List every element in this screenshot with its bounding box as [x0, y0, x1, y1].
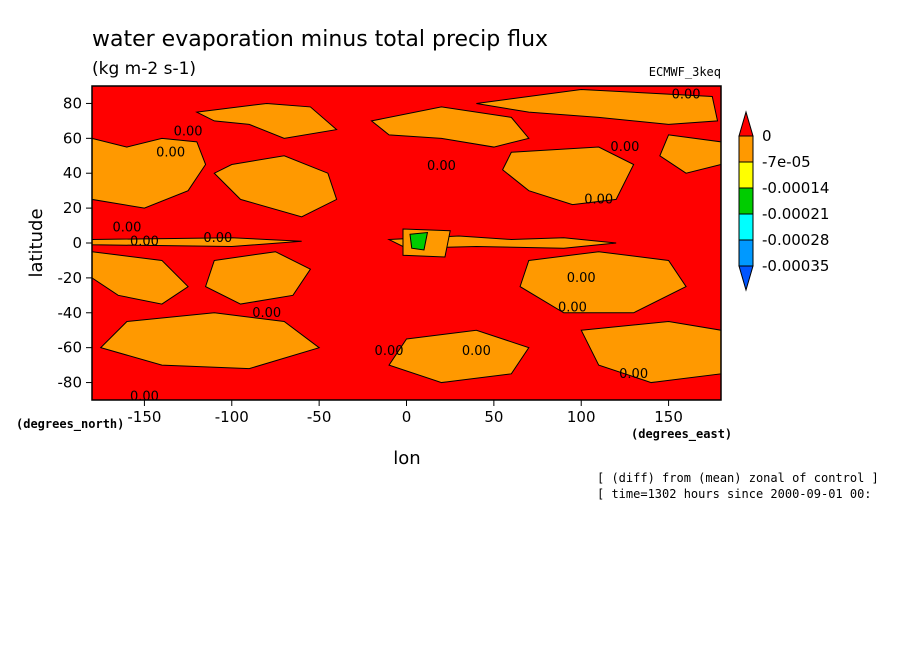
y-tick-label: -40	[58, 304, 83, 322]
contour-region-9	[204, 251, 312, 305]
colorbar-level-label: -0.00014	[762, 179, 829, 197]
contour-label: 0.00	[130, 234, 159, 249]
contour-region-3	[213, 155, 338, 218]
x-tick-label: -50	[307, 408, 332, 426]
contour-label: 0.00	[156, 145, 185, 160]
contour-label: 0.00	[130, 390, 159, 405]
contour-label: 0.00	[567, 271, 596, 286]
colorbar-segment	[738, 213, 754, 241]
chart-title: water evaporation minus total precip flu…	[92, 27, 548, 52]
y-tick-label: 20	[63, 199, 82, 217]
y-tick-label: 60	[63, 129, 82, 147]
colorbar-top-arrow	[738, 110, 754, 137]
chart-subtitle: (kg m-2 s-1)	[92, 59, 196, 79]
y-tick-label: -60	[58, 339, 83, 357]
equatorial-inner-region	[409, 231, 429, 251]
contour-region-12	[519, 251, 687, 314]
contour-label: 0.00	[112, 220, 141, 235]
y-tick-label: 80	[63, 94, 82, 112]
model-label: ECMWF_3keq	[649, 65, 721, 79]
contour-region-2	[195, 102, 338, 139]
contour-region-4	[370, 106, 530, 148]
y-axis-ticks: -80 -60 -40 -20 0 20 40 60 80	[58, 94, 92, 392]
contour-label: 0.00	[174, 124, 203, 139]
y-tick-label: -80	[58, 374, 83, 392]
contour-label: 0.00	[252, 306, 281, 321]
contour-region-11	[388, 329, 530, 384]
colorbar-segment	[738, 135, 754, 163]
y-tick-label: 0	[72, 234, 82, 252]
colorbar-segment	[738, 161, 754, 189]
x-tick-label: -150	[127, 408, 161, 426]
contour-region-10	[99, 312, 321, 370]
y-tick-label: 40	[63, 164, 82, 182]
colorbar-level-label: -0.00035	[762, 257, 829, 275]
colorbar-level-label: -0.00028	[762, 231, 829, 249]
contour-label: 0.00	[672, 88, 701, 103]
colorbar-segment	[738, 239, 754, 267]
colorbar-level-label: 0	[762, 127, 772, 145]
contour-label: 0.00	[610, 140, 639, 155]
colorbar-bottom-arrow	[738, 265, 754, 292]
x-tick-label: 0	[402, 408, 412, 426]
x-tick-label: 100	[567, 408, 596, 426]
x-unit-label: (degrees_east)	[631, 427, 732, 442]
y-unit-label: (degrees_north)	[16, 417, 124, 432]
colorbar-level-label: -0.00021	[762, 205, 829, 223]
contour-label: 0.00	[619, 367, 648, 382]
colorbar-segment	[738, 187, 754, 215]
contour-region-7	[659, 134, 722, 174]
contour-label-layer: 0.000.000.000.00 0.000.000.000.000.000.00…	[112, 88, 700, 405]
y-axis-label: latitude	[26, 208, 47, 277]
contour-label: 0.00	[375, 344, 404, 359]
contour-region-1	[91, 137, 207, 209]
x-tick-label: -100	[215, 408, 249, 426]
x-axis-ticks: -150 -100 -50 0 50 100 150	[127, 400, 683, 426]
y-tick-label: -20	[58, 269, 83, 287]
contour-label: 0.00	[427, 159, 456, 174]
contour-label: 0.00	[558, 301, 587, 316]
contour-label: 0.00	[203, 231, 232, 246]
plot-area: 0.000.000.000.00 0.000.000.000.000.000.00…	[91, 85, 722, 405]
x-tick-label: 50	[484, 408, 503, 426]
x-axis-label: lon	[393, 448, 420, 469]
contour-region-6	[501, 146, 635, 206]
note-diff: [ (diff) from (mean) zonal of control ]	[597, 471, 879, 485]
contour-label: 0.00	[584, 192, 613, 207]
note-time: [ time=1302 hours since 2000-09-01 00:	[597, 487, 872, 501]
colorbar: 0 -7e-05 -0.00014 -0.00021 -0.00028 -0.00035	[738, 110, 829, 292]
x-tick-label: 150	[654, 408, 683, 426]
contour-label: 0.00	[462, 344, 491, 359]
contour-region-5	[476, 88, 719, 125]
colorbar-level-label: -7e-05	[762, 153, 811, 171]
